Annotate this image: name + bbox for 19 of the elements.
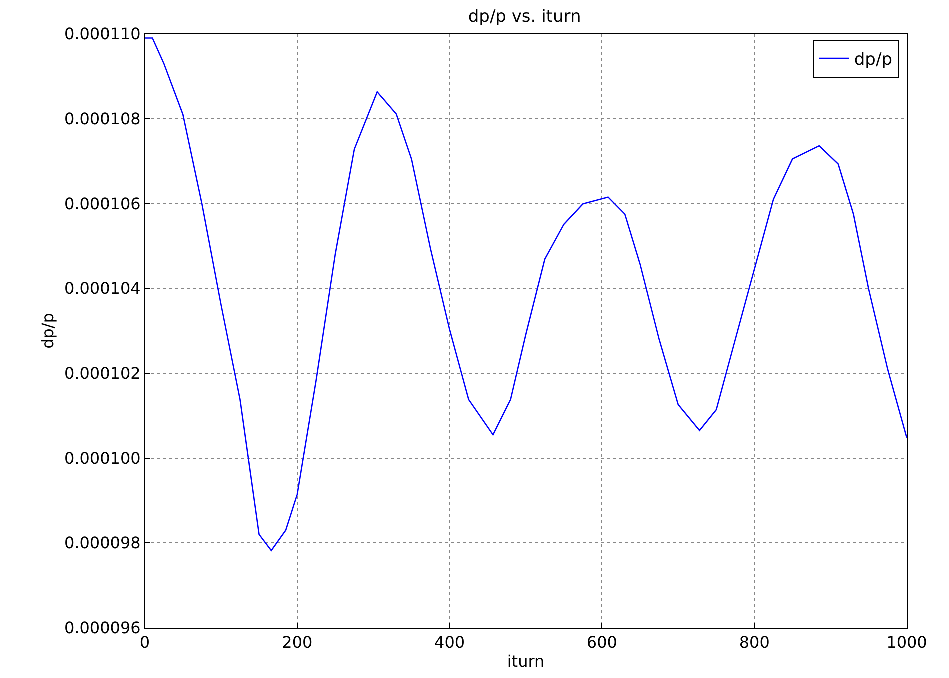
y-tick-label: 0.000100	[64, 448, 141, 468]
x-tick-label: 800	[739, 633, 770, 652]
y-tick-label: 0.000096	[64, 618, 141, 638]
y-tick-label: 0.000098	[64, 534, 141, 553]
y-tick-label: 0.000102	[64, 364, 141, 384]
x-tick-label: 400	[434, 633, 466, 652]
x-tick-label: 1000	[886, 633, 928, 652]
y-tick-label: 0.000104	[64, 279, 141, 298]
y-tick-label: 0.000110	[64, 24, 141, 44]
y-tick-label: 0.000108	[64, 109, 141, 128]
x-tick-label: 0	[140, 633, 150, 652]
x-tick-label: 600	[586, 633, 618, 652]
legend-label: dp/p	[854, 50, 892, 70]
x-tick-label: 200	[282, 633, 313, 652]
x-axis-title: iturn	[507, 652, 545, 671]
y-axis-title: dp/p	[38, 313, 58, 349]
line-series	[145, 38, 907, 552]
chart-title: dp/p vs. iturn	[468, 7, 582, 28]
y-tick-label: 0.000106	[64, 194, 141, 214]
